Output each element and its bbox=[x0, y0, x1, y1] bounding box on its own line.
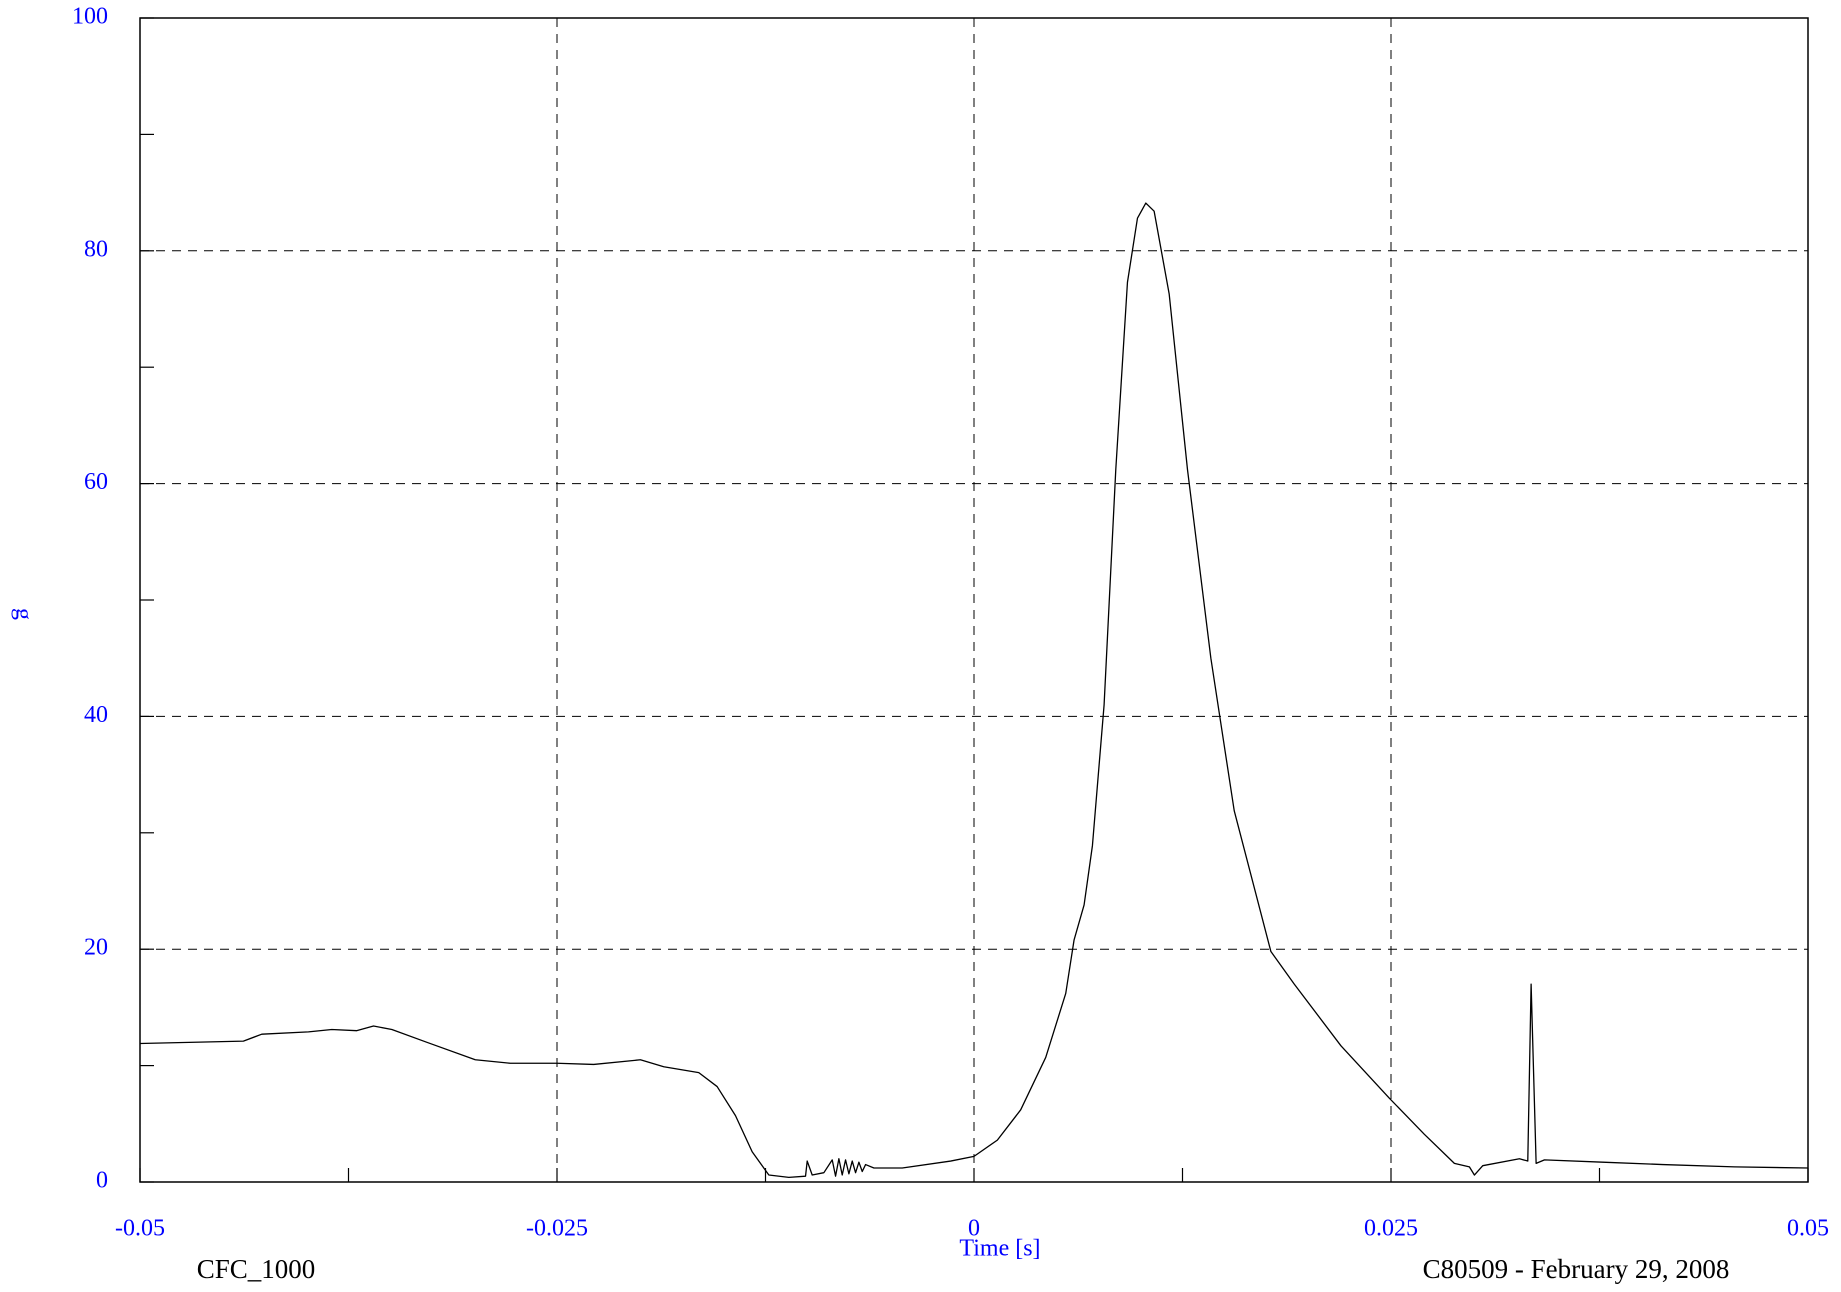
footer-right: C80509 - February 29, 2008 bbox=[1423, 1254, 1730, 1284]
y-axis-label: g bbox=[10, 608, 36, 620]
x-axis-label: Time [s] bbox=[959, 1236, 1040, 1262]
x-tick-label: -0.05 bbox=[115, 1216, 165, 1242]
x-tick-label: -0.025 bbox=[526, 1216, 588, 1242]
x-tick-label: 0.05 bbox=[1787, 1216, 1829, 1242]
data-line bbox=[139, 202, 1809, 1178]
y-tick-label: 40 bbox=[84, 702, 108, 728]
y-tick-label: 60 bbox=[84, 469, 108, 495]
y-tick-label: 0 bbox=[96, 1168, 108, 1194]
y-tick-label: 100 bbox=[72, 4, 108, 30]
y-tick-label: 20 bbox=[84, 935, 108, 961]
plot-frame bbox=[139, 17, 1809, 1183]
footer-left: CFC_1000 bbox=[197, 1254, 316, 1284]
y-tick-label: 80 bbox=[84, 236, 108, 262]
x-tick-label: 0.025 bbox=[1364, 1216, 1418, 1242]
x-tick-label: 0 bbox=[968, 1216, 980, 1242]
